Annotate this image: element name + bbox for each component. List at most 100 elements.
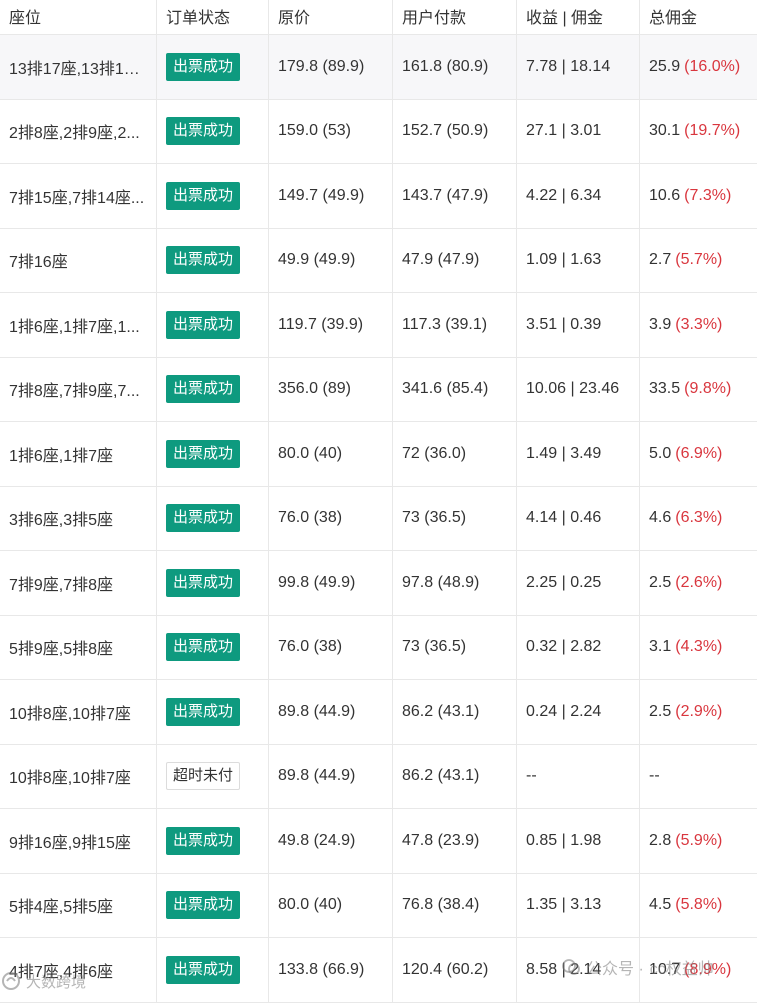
table-row[interactable]: 10排8座,10排7座 超时未付 89.8 (44.9) 86.2 (43.1) -- -… — [0, 744, 757, 809]
commission-rate: (2.9%) — [675, 702, 723, 720]
earn-commission-cell: 1.09 | 1.63 — [517, 228, 640, 292]
seat-text: 1排6座,1排7座 — [9, 447, 114, 465]
total-commission-value: 10.6 — [649, 186, 681, 204]
status-cell: 超时未付 — [157, 744, 269, 808]
paid-cell: 73 (36.5) — [393, 486, 517, 550]
price-cell: 99.8 (49.9) — [269, 551, 393, 615]
table-row[interactable]: 7排9座,7排8座 出票成功 99.8 (49.9) 97.8 (48.9) 2.25 … — [0, 551, 757, 616]
total-commission-cell: 4.6 (6.3%) — [640, 487, 757, 551]
table-row[interactable]: 10排8座,10排7座 出票成功 89.8 (44.9) 86.2 (43.1) 0.2… — [0, 680, 757, 745]
watermark-right-prefix: 公众号 · — [586, 961, 644, 978]
earn-commission-cell: 10.06 | 23.46 — [517, 357, 640, 421]
status-badge: 出票成功 — [166, 117, 241, 146]
seat-cell: 4排7座,4排6座 — [0, 938, 157, 1002]
table-row[interactable]: 2排8座,2排9座,2... 出票成功 159.0 (53) 152.7 (50.9)… — [0, 99, 757, 164]
total-commission-value: 2.8 — [649, 831, 672, 849]
status-cell: 出票成功 — [157, 551, 269, 615]
table-body: 13排17座,13排18... 出票成功 179.8 (89.9) 161.8 (80… — [0, 35, 757, 1003]
table-row[interactable]: 1排6座,1排7座 出票成功 80.0 (40) 72 (36.0) 1.49 | 3.… — [0, 422, 757, 487]
total-commission-value: 2.5 — [649, 702, 672, 720]
paid-cell: 120.4 (60.2) — [393, 938, 517, 1002]
table-row[interactable]: 5排4座,5排5座 出票成功 80.0 (40) 76.8 (38.4) 1.35 | … — [0, 873, 757, 938]
commission-rate: (19.7%) — [684, 122, 741, 140]
seat-cell: 10排8座,10排7座 — [0, 680, 157, 744]
table-header-row: 座位 订单状态 原价 用户付款 收益 | 佣金 总佣金 — [0, 0, 757, 35]
price-cell: 89.8 (44.9) — [269, 744, 393, 808]
status-cell: 出票成功 — [157, 293, 269, 357]
status-badge: 出票成功 — [166, 697, 241, 726]
earn-commission-cell: 4.22 | 6.34 — [517, 164, 640, 228]
seat-text: 5排9座,5排8座 — [9, 641, 114, 659]
seat-text: 2排8座,2排9座,2... — [9, 125, 140, 143]
seat-cell: 9排16座,9排15座 — [0, 809, 157, 873]
price-cell: 49.8 (24.9) — [269, 809, 393, 873]
paid-cell: 86.2 (43.1) — [393, 680, 517, 744]
earn-commission-cell: 0.32 | 2.82 — [517, 615, 640, 679]
seat-text: 7排8座,7排9座,7... — [9, 383, 140, 401]
price-cell: 119.7 (39.9) — [269, 293, 393, 357]
commission-rate: (2.6%) — [675, 573, 723, 591]
seat-text: 1排6座,1排7座,1... — [9, 318, 140, 336]
earn-commission-cell: 7.78 | 18.14 — [517, 35, 640, 99]
price-cell: 76.0 (38) — [269, 486, 393, 550]
status-cell: 出票成功 — [157, 35, 269, 99]
status-badge: 出票成功 — [166, 52, 241, 81]
total-commission-cell: 25.9 (16.0%) — [640, 35, 757, 99]
earn-commission-cell: 27.1 | 3.01 — [517, 99, 640, 163]
status-badge: 出票成功 — [166, 633, 241, 662]
table-row[interactable]: 13排17座,13排18... 出票成功 179.8 (89.9) 161.8 (80… — [0, 35, 757, 100]
watermark-left-text: 大数跨境 — [26, 973, 87, 991]
seat-cell: 13排17座,13排18... — [0, 35, 157, 99]
earn-commission-cell: 2.25 | 0.25 — [517, 551, 640, 615]
earn-commission-cell: 1.35 | 3.13 — [517, 873, 640, 937]
earn-commission-cell: 3.51 | 0.39 — [517, 293, 640, 357]
table-row[interactable]: 5排9座,5排8座 出票成功 76.0 (38) 73 (36.5) 0.32 | 2.… — [0, 615, 757, 680]
commission-rate: (6.3%) — [675, 509, 723, 527]
table-row[interactable]: 1排6座,1排7座,1... 出票成功 119.7 (39.9) 117.3 (39.… — [0, 293, 757, 358]
status-badge: 出票成功 — [166, 504, 241, 533]
watermark-right-name: cc权益帅 — [649, 961, 714, 978]
seat-text: 7排15座,7排14座... — [9, 189, 145, 207]
total-commission-value: 5.0 — [649, 444, 672, 462]
seat-cell: 10排8座,10排7座 — [0, 744, 157, 808]
status-cell: 出票成功 — [157, 938, 269, 1002]
header-earn: 收益 | 佣金 — [517, 0, 640, 34]
table-row[interactable]: 7排16座 出票成功 49.9 (49.9) 47.9 (47.9) 1.09 | 1.… — [0, 228, 757, 293]
seat-cell: 3排6座,3排5座 — [0, 486, 157, 550]
status-badge: 出票成功 — [166, 826, 241, 855]
seat-cell: 7排16座 — [0, 228, 157, 292]
status-badge: 出票成功 — [166, 891, 241, 920]
price-cell: 76.0 (38) — [269, 615, 393, 679]
price-cell: 133.8 (66.9) — [269, 938, 393, 1002]
seat-text: 10排8座,10排7座 — [9, 705, 131, 723]
status-badge: 出票成功 — [166, 439, 241, 468]
status-cell: 出票成功 — [157, 680, 269, 744]
seat-text: 10排8座,10排7座 — [9, 770, 131, 788]
table-row[interactable]: 7排8座,7排9座,7... 出票成功 356.0 (89) 341.6 (85.4)… — [0, 357, 757, 422]
price-cell: 89.8 (44.9) — [269, 680, 393, 744]
total-commission-value: 2.5 — [649, 573, 672, 591]
earn-commission-cell: 0.85 | 1.98 — [517, 809, 640, 873]
total-commission-value: 10.7 — [649, 960, 681, 978]
paid-cell: 86.2 (43.1) — [393, 744, 517, 808]
seat-cell: 1排6座,1排7座 — [0, 422, 157, 486]
table-row[interactable]: 7排15座,7排14座... 出票成功 149.7 (49.9) 143.7 (47.… — [0, 164, 757, 229]
paid-cell: 47.9 (47.9) — [393, 228, 517, 292]
table-row[interactable]: 3排6座,3排5座 出票成功 76.0 (38) 73 (36.5) 4.14 | 0.… — [0, 486, 757, 551]
commission-rate: (5.9%) — [675, 831, 723, 849]
status-cell: 出票成功 — [157, 486, 269, 550]
price-cell: 80.0 (40) — [269, 422, 393, 486]
status-cell: 出票成功 — [157, 873, 269, 937]
commission-rate: (8.9%) — [684, 960, 732, 978]
seat-text: 9排16座,9排15座 — [9, 834, 131, 852]
earn-commission-cell: -- — [517, 744, 640, 808]
total-commission-value: 25.9 — [649, 57, 681, 75]
table-row[interactable]: 9排16座,9排15座 出票成功 49.8 (24.9) 47.8 (23.9) 0.8… — [0, 809, 757, 874]
paid-cell: 161.8 (80.9) — [393, 35, 517, 99]
price-cell: 159.0 (53) — [269, 99, 393, 163]
price-cell: 149.7 (49.9) — [269, 164, 393, 228]
total-commission-value: 3.1 — [649, 638, 672, 656]
total-commission-cell: 10.7 (8.9%) — [640, 938, 757, 1002]
commission-rate: (5.8%) — [675, 896, 723, 914]
commission-rate: (16.0%) — [684, 57, 741, 75]
